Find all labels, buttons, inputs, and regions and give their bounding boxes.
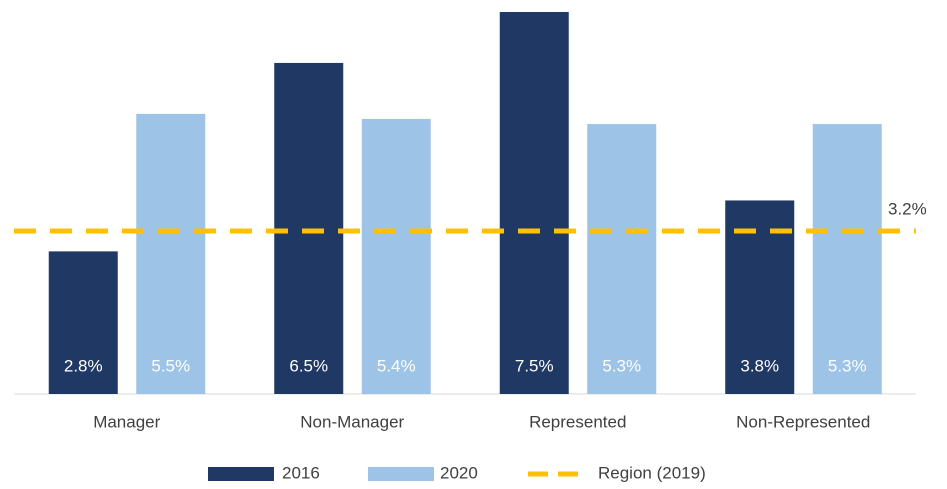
data-label: 6.5% [289, 356, 328, 375]
legend-swatch [368, 467, 434, 481]
bar [499, 12, 569, 394]
bar [361, 118, 431, 395]
data-label: 7.5% [515, 356, 554, 375]
data-label: 5.5% [151, 356, 190, 375]
data-label: 3.8% [740, 356, 779, 375]
legend-label: 2020 [440, 463, 478, 482]
legend-label: 2016 [282, 463, 320, 482]
bar [587, 124, 657, 394]
bar [136, 113, 206, 394]
data-label: 5.4% [377, 356, 416, 375]
x-tick-label: Represented [529, 412, 626, 431]
legend-swatch [208, 467, 274, 481]
bar [812, 124, 882, 394]
x-tick-label: Non-Represented [736, 412, 870, 431]
reference-label: 3.2% [888, 199, 927, 218]
x-tick-label: Non-Manager [300, 412, 404, 431]
data-label: 5.3% [602, 356, 641, 375]
legend-label: Region (2019) [598, 463, 706, 482]
data-label: 5.3% [828, 356, 867, 375]
x-tick-label: Manager [93, 412, 160, 431]
data-label: 2.8% [64, 356, 103, 375]
bar [48, 251, 118, 394]
bar [274, 62, 344, 394]
